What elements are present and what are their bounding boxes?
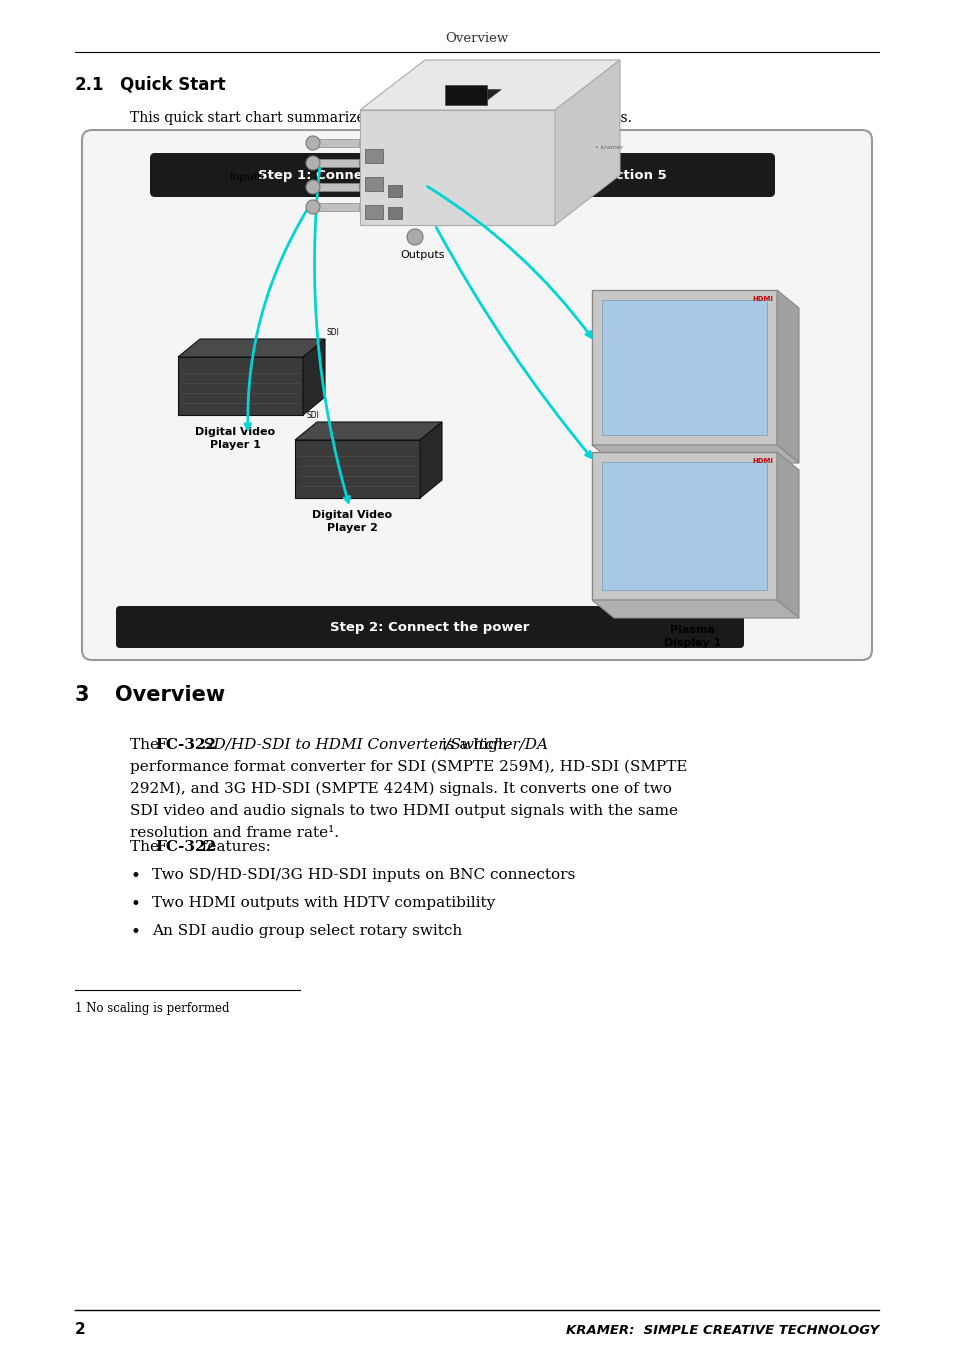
Text: 292M), and 3G HD-SDI (SMPTE 424M) signals. It converts one of two: 292M), and 3G HD-SDI (SMPTE 424M) signal…: [130, 783, 671, 796]
Text: SD/HD-SDI to HDMI Converter/Switcher/DA: SD/HD-SDI to HDMI Converter/Switcher/DA: [203, 738, 547, 751]
Text: Overview: Overview: [445, 31, 508, 45]
Text: KRAMER:  SIMPLE CREATIVE TECHNOLOGY: KRAMER: SIMPLE CREATIVE TECHNOLOGY: [565, 1323, 878, 1336]
Polygon shape: [450, 89, 500, 102]
Text: •: •: [130, 868, 140, 886]
Polygon shape: [555, 60, 619, 225]
Polygon shape: [592, 290, 776, 445]
Text: is a high-: is a high-: [436, 738, 512, 751]
Circle shape: [306, 156, 319, 171]
Text: 2: 2: [75, 1323, 86, 1338]
Polygon shape: [592, 452, 776, 600]
Text: Two HDMI outputs with HDTV compatibility: Two HDMI outputs with HDTV compatibility: [152, 896, 495, 910]
Polygon shape: [294, 440, 419, 498]
Bar: [444, 85, 486, 106]
Text: SDI: SDI: [307, 412, 319, 420]
Text: FC-322: FC-322: [154, 738, 215, 751]
Polygon shape: [303, 338, 325, 414]
Polygon shape: [294, 422, 441, 440]
Text: Overview: Overview: [115, 685, 225, 705]
Text: 2.1: 2.1: [75, 76, 105, 93]
Text: resolution and frame rate¹.: resolution and frame rate¹.: [130, 826, 338, 839]
Circle shape: [306, 180, 319, 194]
Circle shape: [407, 229, 422, 245]
Text: 1 No scaling is performed: 1 No scaling is performed: [75, 1002, 230, 1016]
Text: features:: features:: [196, 839, 271, 854]
Text: Quick Start: Quick Start: [120, 76, 226, 93]
Text: This quick start chart summarizes the basic setup and operation steps.: This quick start chart summarizes the ba…: [130, 111, 631, 125]
Text: HDMI: HDMI: [751, 297, 772, 302]
Text: Step 1: Connect the Inputs and outputs - see section 5: Step 1: Connect the Inputs and outputs -…: [258, 168, 666, 181]
Text: 3: 3: [75, 685, 90, 705]
Text: Inputs: Inputs: [230, 172, 264, 181]
Polygon shape: [178, 357, 303, 414]
Text: The: The: [130, 839, 164, 854]
Bar: [365, 149, 382, 162]
Polygon shape: [419, 422, 441, 498]
Bar: [601, 301, 766, 435]
FancyBboxPatch shape: [150, 153, 774, 196]
Text: Outputs: Outputs: [399, 250, 444, 260]
Text: Step 2: Connect the power: Step 2: Connect the power: [330, 620, 529, 634]
Bar: [601, 462, 766, 590]
Bar: [365, 204, 382, 219]
Polygon shape: [776, 452, 799, 617]
Bar: [313, 203, 358, 211]
Text: performance format converter for SDI (SMPTE 259M), HD-SDI (SMPTE: performance format converter for SDI (SM…: [130, 760, 687, 774]
Circle shape: [306, 135, 319, 150]
Text: An SDI audio group select rotary switch: An SDI audio group select rotary switch: [152, 923, 462, 938]
Text: Plasma
Display 1: Plasma Display 1: [663, 626, 720, 649]
FancyBboxPatch shape: [82, 130, 871, 659]
Polygon shape: [359, 60, 619, 110]
FancyBboxPatch shape: [116, 607, 743, 649]
Text: • kramer: • kramer: [595, 145, 623, 150]
Polygon shape: [592, 445, 799, 463]
Text: Digital Video
Player 1: Digital Video Player 1: [195, 427, 275, 450]
Text: FC-322: FC-322: [154, 839, 215, 854]
Bar: [388, 185, 401, 196]
Bar: [365, 177, 382, 191]
Bar: [313, 183, 358, 191]
Text: Plasma
Display 2: Plasma Display 2: [663, 470, 720, 493]
Text: The: The: [130, 738, 164, 751]
Text: SDI: SDI: [327, 328, 339, 337]
Bar: [313, 158, 358, 167]
Polygon shape: [359, 110, 555, 225]
Text: SDI video and audio signals to two HDMI output signals with the same: SDI video and audio signals to two HDMI …: [130, 804, 678, 818]
Polygon shape: [776, 290, 799, 463]
Circle shape: [306, 200, 319, 214]
Text: Digital Video
Player 2: Digital Video Player 2: [313, 510, 392, 533]
Polygon shape: [592, 600, 799, 617]
Polygon shape: [178, 338, 325, 357]
Text: Two SD/HD-SDI/3G HD-SDI inputs on BNC connectors: Two SD/HD-SDI/3G HD-SDI inputs on BNC co…: [152, 868, 575, 881]
Bar: [313, 139, 358, 148]
Text: •: •: [130, 923, 140, 941]
Text: •: •: [130, 896, 140, 913]
Text: HDMI: HDMI: [751, 458, 772, 464]
Bar: [388, 207, 401, 219]
